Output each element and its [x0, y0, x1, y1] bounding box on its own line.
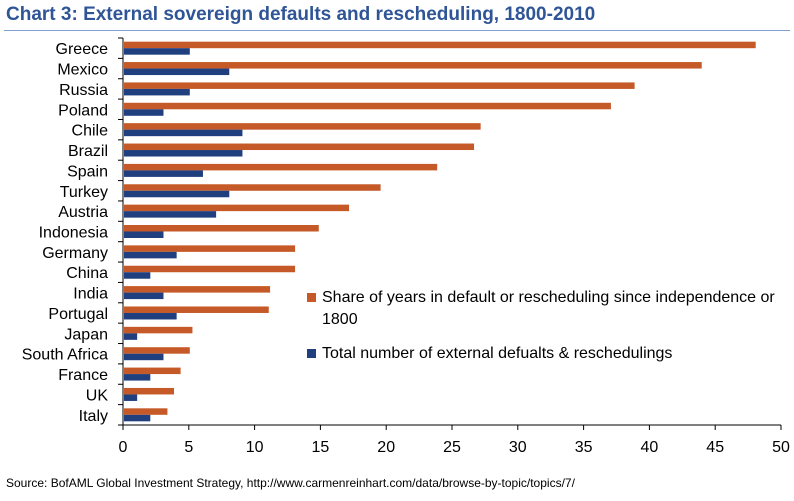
category-label-germany: Germany: [42, 245, 108, 262]
bar-share-indonesia: [124, 225, 319, 232]
chart-title: Chart 3: External sovereign defaults and…: [6, 4, 596, 25]
bar-count-chile: [124, 129, 243, 137]
axes-layer: [118, 37, 782, 430]
legend-label-1: Share of years in default or reschedulin…: [322, 289, 775, 328]
bar-count-portugal: [124, 312, 177, 320]
x-tick-label: 50: [772, 439, 790, 456]
bar-share-china: [124, 265, 296, 273]
category-label-china: China: [66, 265, 108, 282]
bar-count-russia: [124, 88, 190, 96]
bar-share-portugal: [124, 306, 269, 313]
bar-share-greece: [124, 41, 756, 49]
bar-share-japan: [124, 326, 193, 334]
x-tick-label: 5: [184, 439, 193, 456]
bar-count-italy: [124, 414, 151, 422]
bar-share-france: [124, 367, 181, 375]
category-label-south-africa: South Africa: [22, 347, 108, 364]
bar-share-italy: [124, 408, 168, 415]
bar-count-south-africa: [124, 353, 164, 361]
bar-share-poland: [124, 102, 611, 110]
bar-share-mexico: [124, 62, 702, 69]
x-tick-label: 40: [641, 439, 659, 456]
category-label-uk: UK: [86, 387, 109, 404]
bar-share-russia: [124, 82, 635, 89]
bar-count-germany: [124, 251, 177, 259]
bar-count-austria: [124, 211, 217, 218]
bar-share-austria: [124, 204, 350, 212]
category-label-russia: Russia: [59, 82, 108, 99]
category-label-portugal: Portugal: [48, 306, 108, 323]
category-label-turkey: Turkey: [60, 184, 108, 201]
legend-swatch-1: [307, 293, 316, 302]
x-tick-label: 0: [119, 439, 128, 456]
category-label-indonesia: Indonesia: [39, 225, 108, 242]
category-label-chile: Chile: [72, 123, 109, 140]
legend: Share of years in default or reschedulin…: [307, 289, 775, 362]
category-label-spain: Spain: [67, 163, 108, 180]
bars-layer: [124, 41, 756, 422]
bar-count-france: [124, 374, 151, 381]
bar-count-india: [124, 292, 164, 300]
category-label-poland: Poland: [58, 102, 108, 119]
bar-share-germany: [124, 245, 296, 252]
bar-count-japan: [124, 333, 138, 340]
x-tick-label: 45: [706, 439, 724, 456]
legend-label-2: Total number of external defualts & resc…: [322, 345, 672, 362]
category-label-italy: Italy: [79, 408, 108, 425]
x-tick-label: 10: [246, 439, 264, 456]
bar-count-brazil: [124, 150, 243, 157]
bar-share-india: [124, 286, 271, 293]
bar-count-mexico: [124, 68, 230, 76]
bar-count-spain: [124, 170, 203, 177]
x-tick-label: 25: [443, 439, 461, 456]
bar-chart: Greece Mexico Russia Poland Chile Brazil Spain…: [22, 37, 790, 456]
x-tick-label: 20: [377, 439, 395, 456]
bar-count-greece: [124, 48, 190, 55]
bar-count-poland: [124, 109, 164, 116]
bar-share-spain: [124, 163, 438, 171]
bar-share-uk: [124, 387, 175, 395]
x-tick-label: 30: [509, 439, 527, 456]
bar-share-chile: [124, 123, 481, 130]
bar-count-turkey: [124, 190, 230, 198]
title-divider: [4, 30, 790, 31]
bar-share-turkey: [124, 184, 381, 191]
bar-count-china: [124, 272, 151, 279]
legend-swatch-2: [307, 349, 316, 358]
source-note: Source: BofAML Global Investment Strateg…: [6, 476, 575, 490]
category-label-japan: Japan: [64, 326, 108, 343]
category-label-greece: Greece: [56, 41, 109, 58]
bar-share-south-africa: [124, 347, 190, 354]
x-tick-label: 35: [575, 439, 593, 456]
bar-count-indonesia: [124, 231, 164, 238]
category-label-austria: Austria: [58, 204, 108, 221]
category-label-brazil: Brazil: [68, 143, 108, 160]
labels-layer: Greece Mexico Russia Poland Chile Brazil Spain…: [22, 41, 790, 456]
category-label-india: India: [73, 286, 108, 303]
bar-count-uk: [124, 394, 138, 401]
bar-share-brazil: [124, 143, 475, 151]
x-tick-label: 15: [312, 439, 330, 456]
category-label-mexico: Mexico: [57, 62, 108, 79]
category-label-france: France: [58, 367, 108, 384]
